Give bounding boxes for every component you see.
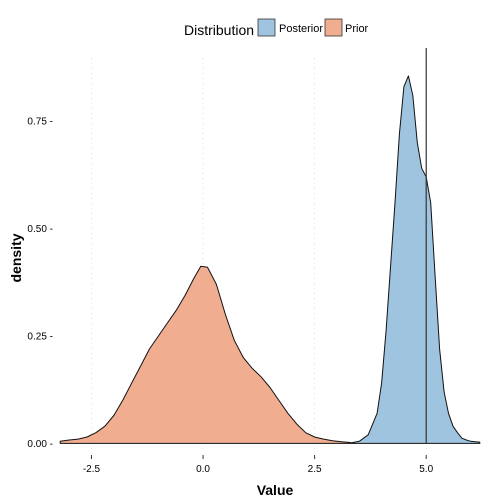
- x-tick-label-3: 5.0: [419, 464, 433, 475]
- x-tick-label-2: 2.5: [308, 464, 322, 475]
- density-area-prior: [59, 265, 351, 444]
- y-tick-label-0: 0.00 -: [27, 439, 53, 450]
- y-tick-label-2: 0.50 -: [27, 224, 53, 235]
- y-axis: 0.00 - 0.25 - 0.50 - 0.75 -: [27, 117, 53, 450]
- density-areas: [59, 75, 481, 444]
- legend-title: Distribution: [184, 22, 254, 38]
- y-axis-title: density: [8, 233, 24, 282]
- legend-label-posterior: Posterior: [279, 23, 323, 35]
- x-axis-title: Value: [257, 482, 294, 498]
- x-tick-label-1: 0.0: [196, 464, 210, 475]
- legend-label-prior: Prior: [345, 23, 369, 35]
- legend: Distribution Posterior Prior: [184, 18, 369, 38]
- density-area-posterior: [349, 75, 481, 444]
- x-tick-label-0: -2.5: [83, 464, 101, 475]
- legend-swatch-posterior: [257, 18, 276, 37]
- y-tick-label-3: 0.75 -: [27, 117, 53, 128]
- y-tick-label-1: 0.25 -: [27, 331, 53, 342]
- watermark: 掘金技术社区 @ 布客飞龙: [314, 474, 488, 491]
- x-axis: -2.5 0.0 2.5 5.0: [83, 455, 434, 475]
- legend-swatch-prior: [324, 18, 343, 37]
